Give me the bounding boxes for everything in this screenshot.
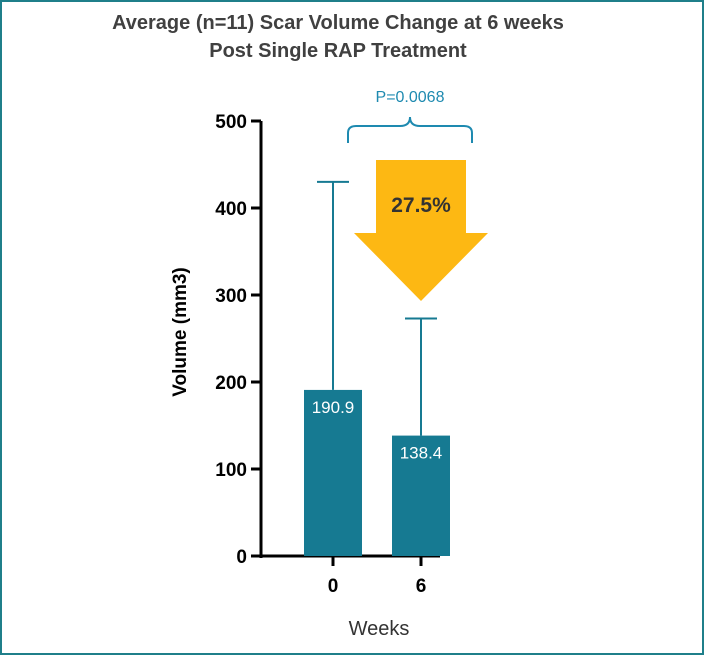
y-tick-label: 400	[215, 199, 247, 220]
y-axis-title: Volume (mm3)	[170, 267, 191, 397]
bar-value-label: 190.9	[312, 398, 355, 417]
y-tick-label: 300	[215, 286, 247, 307]
bar-value-label: 138.4	[400, 444, 443, 463]
y-tick-label: 100	[215, 460, 247, 481]
y-tick-label: 0	[236, 547, 247, 568]
x-axis-title: Weeks	[349, 618, 410, 640]
reduction-percent-label: 27.5%	[391, 194, 451, 217]
x-tick-label: 0	[328, 576, 339, 597]
chart-title-line1: Average (n=11) Scar Volume Change at 6 w…	[112, 12, 564, 34]
significance-bracket	[347, 116, 473, 143]
bar-week-6	[392, 435, 450, 556]
p-value-label: P=0.0068	[376, 89, 445, 106]
bar-week-0	[304, 389, 362, 556]
reduction-arrow	[354, 160, 488, 301]
y-tick-label: 200	[215, 373, 247, 394]
y-tick-label: 500	[215, 112, 247, 133]
x-tick-label: 6	[416, 576, 427, 597]
chart-title-line2: Post Single RAP Treatment	[209, 40, 467, 62]
